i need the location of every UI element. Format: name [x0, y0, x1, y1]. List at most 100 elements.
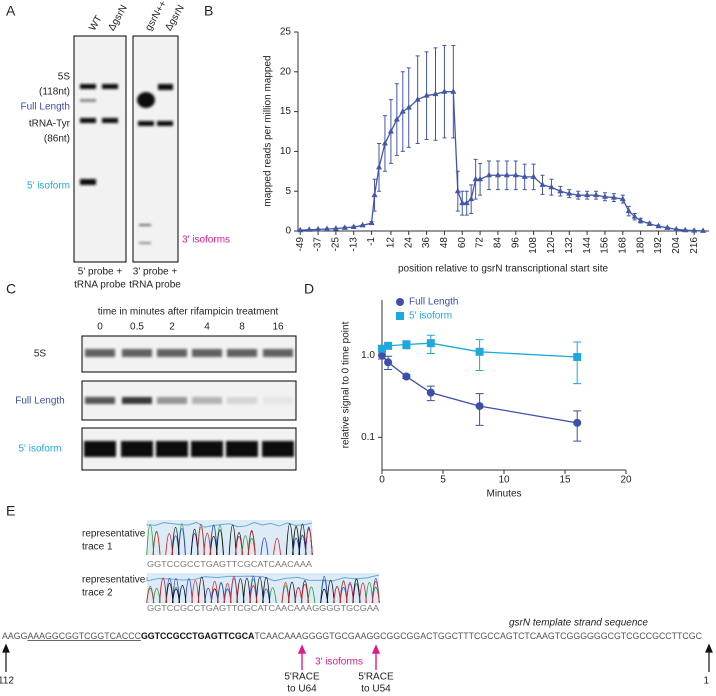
x-tick-label: 36	[421, 237, 432, 249]
point	[463, 199, 470, 206]
x-tick-label: -13	[348, 237, 359, 252]
x-tick-label: 12	[386, 237, 397, 249]
point	[399, 108, 406, 114]
trace-quality	[146, 521, 313, 528]
point	[378, 351, 386, 360]
band	[227, 349, 257, 357]
y-tick-label: 10	[280, 146, 292, 157]
point	[423, 92, 430, 98]
x-tick-label: 10	[498, 475, 510, 486]
y-tick-label: 25	[280, 27, 292, 38]
y-axis-title: mapped reads per million mapped	[263, 55, 274, 206]
panel-title: time in minutes after rifampicin treatme…	[98, 307, 279, 318]
panel-label: B	[204, 3, 213, 19]
gel	[81, 427, 297, 471]
template-sequence: AAGGAAAGGCGGTCGGTCACCCGGTCCGCCTGAGTTCGCA…	[2, 631, 702, 641]
point	[557, 187, 564, 194]
point	[426, 339, 435, 348]
probe-label: 3' probe +	[133, 267, 178, 278]
trace-peaks	[152, 523, 313, 556]
band	[226, 441, 258, 457]
point	[402, 340, 411, 349]
gel	[132, 35, 179, 263]
point	[682, 226, 689, 233]
point	[306, 226, 313, 232]
x-tick-label: 216	[689, 237, 700, 254]
point	[297, 226, 304, 233]
band	[262, 441, 294, 457]
x-tick-label: -49	[295, 237, 306, 252]
x-tick-label: 0	[379, 475, 385, 486]
x-tick-label: 156	[600, 237, 611, 254]
point	[573, 418, 582, 427]
race-label: 5'RACE	[284, 672, 320, 683]
point	[468, 195, 475, 202]
point	[341, 224, 348, 230]
point	[477, 175, 484, 182]
band	[192, 397, 222, 404]
time-label: 4	[204, 322, 210, 333]
trace-peaks	[171, 525, 313, 556]
race-label: 5'RACE	[358, 672, 394, 683]
x-tick-label: -37	[313, 237, 324, 252]
trace-sequence: GGTCCGCCTGAGTTCGCATCAACAAAGGGGTGCGAA	[147, 604, 380, 613]
band-label: 5' isoform	[27, 181, 70, 192]
x-tick-label: 72	[475, 237, 486, 249]
sequence-part: AAGG	[2, 631, 27, 641]
band	[263, 349, 293, 357]
point	[494, 171, 501, 178]
point	[575, 191, 582, 198]
gel	[81, 335, 297, 373]
trace-quality	[146, 574, 380, 582]
band	[84, 441, 116, 457]
x-axis-title: position relative to gsrN transcriptiona…	[398, 264, 609, 275]
x-tick-label: 24	[403, 237, 414, 249]
point	[486, 171, 493, 178]
x-tick-label: 180	[635, 237, 646, 254]
panel-label: A	[6, 3, 16, 19]
x-tick-label: -1	[366, 237, 377, 246]
race-label: to U64	[287, 684, 317, 695]
isoform-label: 3' isoforms	[315, 657, 363, 668]
row-label: 5S	[34, 349, 47, 360]
point	[637, 217, 644, 223]
probe-label: tRNA probe	[129, 280, 181, 291]
point	[566, 190, 573, 196]
sequence-part: AAAGGCGGTCGGTCACCC	[27, 631, 141, 641]
band	[157, 349, 187, 357]
sequence-part: GGTCCGCCTGAGTTCGCA	[141, 631, 255, 641]
band-label: (86nt)	[44, 134, 70, 145]
gel	[73, 35, 127, 263]
band	[156, 441, 188, 457]
y-axis-title: relative signal to 0 time point	[341, 321, 352, 448]
time-label: 8	[239, 322, 245, 333]
point	[323, 225, 330, 232]
legend-marker	[396, 298, 404, 306]
point	[664, 224, 671, 230]
point	[593, 191, 600, 198]
band	[122, 397, 152, 404]
end-arrows	[2, 643, 713, 672]
point	[530, 173, 537, 179]
point	[384, 358, 393, 367]
point	[601, 193, 608, 199]
x-tick-label: 192	[653, 237, 664, 254]
x-tick-label: 20	[620, 475, 632, 486]
band	[85, 349, 115, 357]
point	[387, 128, 394, 134]
point	[384, 341, 393, 350]
point	[548, 183, 555, 190]
point	[315, 225, 322, 232]
y-tick-label: 0	[285, 226, 291, 237]
point	[646, 220, 653, 226]
row-label: 5' isoform	[18, 444, 61, 455]
x-tick-label: 60	[457, 237, 468, 249]
point	[475, 347, 484, 356]
point	[450, 88, 457, 94]
x-tick-label: 120	[546, 237, 557, 254]
band	[263, 397, 293, 404]
probe-label: tRNA probe	[74, 280, 126, 291]
row-label: Full Length	[15, 396, 64, 407]
chromatogram	[146, 520, 313, 556]
time-label: 2	[169, 322, 175, 333]
